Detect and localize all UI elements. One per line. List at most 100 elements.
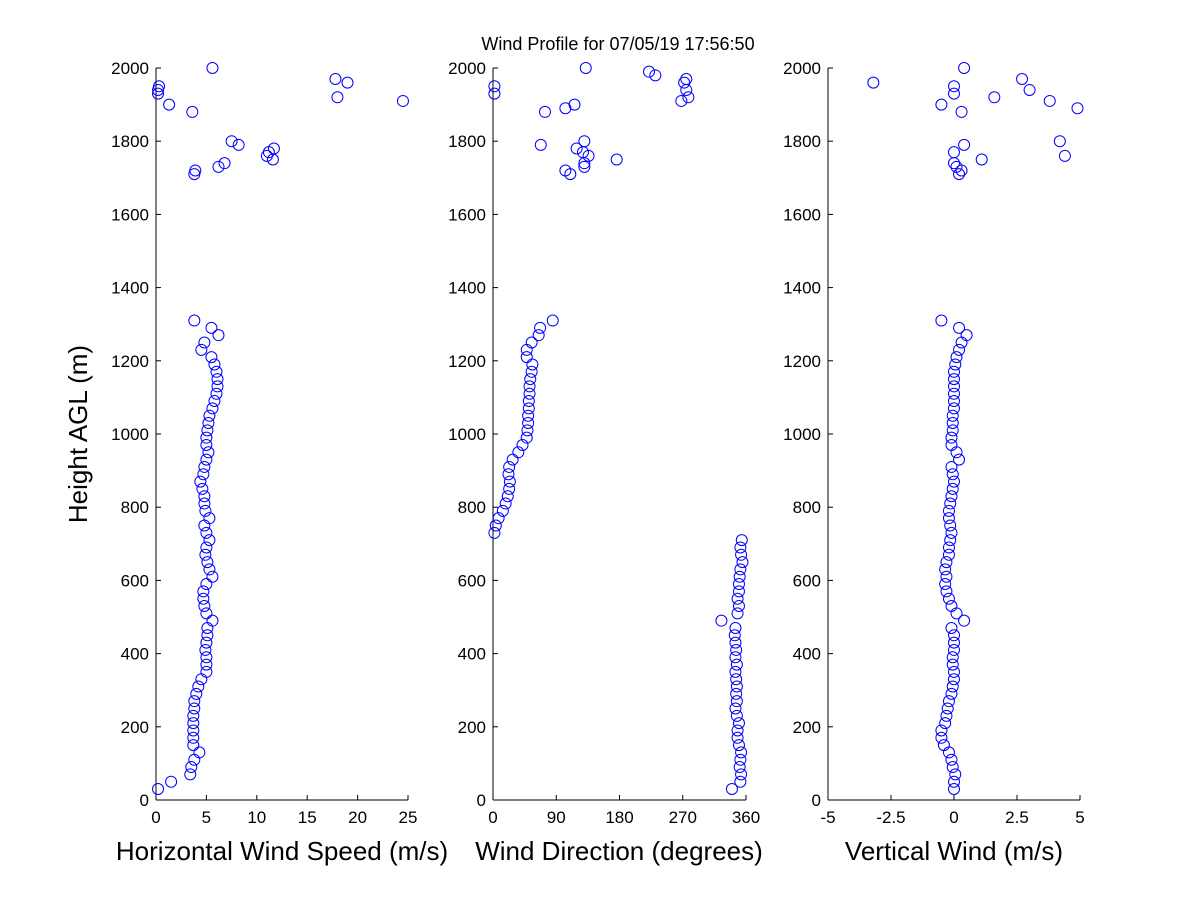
data-point	[199, 643, 212, 656]
data-point	[735, 534, 748, 547]
data-point	[187, 739, 200, 752]
y-tick-label: 400	[458, 645, 486, 664]
data-point	[953, 453, 966, 466]
data-point	[948, 636, 960, 649]
x-tick-label: 270	[669, 808, 697, 827]
data-point	[202, 417, 215, 430]
data-point	[187, 709, 200, 722]
data-point	[152, 783, 165, 796]
y-tick-label: 1000	[111, 425, 149, 444]
x-tick-label: -2.5	[876, 808, 905, 827]
y-tick-label: 1800	[111, 132, 149, 151]
data-point	[188, 702, 201, 715]
data-point	[488, 80, 501, 93]
data-point	[187, 717, 200, 730]
data-point	[733, 761, 746, 774]
data-point	[210, 387, 223, 400]
y-tick-label: 1800	[783, 132, 821, 151]
data-point	[523, 387, 536, 400]
panel-vertical: 0 200 400 600 800 1000 1200 1400 1600 1800 2000 -5 -…	[783, 59, 1085, 827]
data-point	[203, 534, 216, 547]
data-point	[729, 636, 742, 649]
data-point	[948, 373, 960, 386]
data-point	[945, 490, 958, 503]
data-point	[935, 731, 948, 744]
data-point	[948, 380, 960, 393]
y-tick-label: 400	[793, 645, 821, 664]
data-point	[946, 482, 959, 495]
data-point	[152, 87, 165, 100]
y-tick-label: 1400	[448, 279, 486, 298]
data-point	[539, 105, 552, 118]
x-tick-label: 2.5	[1005, 808, 1029, 827]
data-point	[187, 731, 200, 744]
data-point	[198, 519, 211, 532]
x-tick-label: 0	[949, 808, 958, 827]
data-point	[935, 314, 948, 327]
chart-title: Wind Profile for 07/05/19 17:56:50	[481, 34, 754, 54]
data-point	[945, 526, 958, 539]
data-point	[946, 651, 959, 664]
data-point	[948, 80, 960, 93]
data-point	[195, 343, 208, 356]
data-point	[729, 665, 742, 678]
data-point	[736, 556, 749, 569]
data-point	[525, 365, 538, 378]
data-point	[203, 512, 216, 525]
data-point	[165, 775, 178, 788]
data-point	[1053, 135, 1066, 148]
data-point	[205, 351, 218, 364]
data-point	[208, 358, 221, 371]
data-point	[948, 402, 960, 415]
data-point	[266, 153, 279, 166]
data-point	[200, 636, 213, 649]
x-axis-label-vertical: Vertical Wind (m/s)	[845, 836, 1063, 866]
panel-speed: 0 200 400 600 800 1000 1200 1400 1600 1800 2000 0 5 1…	[111, 59, 417, 827]
data-point	[730, 695, 743, 708]
data-point	[582, 149, 595, 162]
data-point	[1016, 72, 1029, 85]
data-point	[522, 402, 535, 415]
data-point	[188, 753, 201, 766]
data-point	[488, 526, 501, 539]
y-tick-label: 1200	[783, 352, 821, 371]
data-point	[948, 673, 960, 686]
data-point	[732, 585, 745, 598]
data-point	[534, 321, 547, 334]
data-point	[948, 157, 960, 170]
y-tick-label: 600	[458, 571, 486, 590]
data-point	[643, 65, 656, 78]
x-tick-label: 15	[298, 808, 317, 827]
x-tick-label: 360	[732, 808, 760, 827]
y-tick-label: 1400	[111, 279, 149, 298]
data-point	[200, 578, 213, 591]
data-point	[516, 438, 529, 451]
data-point	[729, 621, 742, 634]
data-point	[948, 775, 960, 788]
data-point	[163, 98, 176, 111]
data-point	[570, 142, 583, 155]
data-point	[1058, 149, 1071, 162]
data-point	[211, 380, 224, 393]
y-tick-label: 0	[140, 791, 149, 810]
data-point	[194, 475, 207, 488]
data-point	[948, 475, 960, 488]
data-point	[949, 358, 962, 371]
data-point	[945, 621, 958, 634]
data-point	[946, 417, 959, 430]
data-point	[201, 424, 214, 437]
data-point	[187, 724, 200, 737]
data-point	[206, 402, 219, 415]
y-tick-label: 400	[121, 645, 149, 664]
y-tick-label: 600	[121, 571, 149, 590]
data-point	[200, 658, 213, 671]
data-point	[725, 783, 738, 796]
data-point	[948, 146, 960, 159]
data-point	[731, 731, 744, 744]
data-point	[960, 329, 973, 342]
data-point	[945, 438, 958, 451]
data-point	[578, 157, 591, 170]
data-point	[942, 512, 955, 525]
data-point	[955, 336, 968, 349]
y-axis-label: Height AGL (m)	[63, 345, 93, 523]
